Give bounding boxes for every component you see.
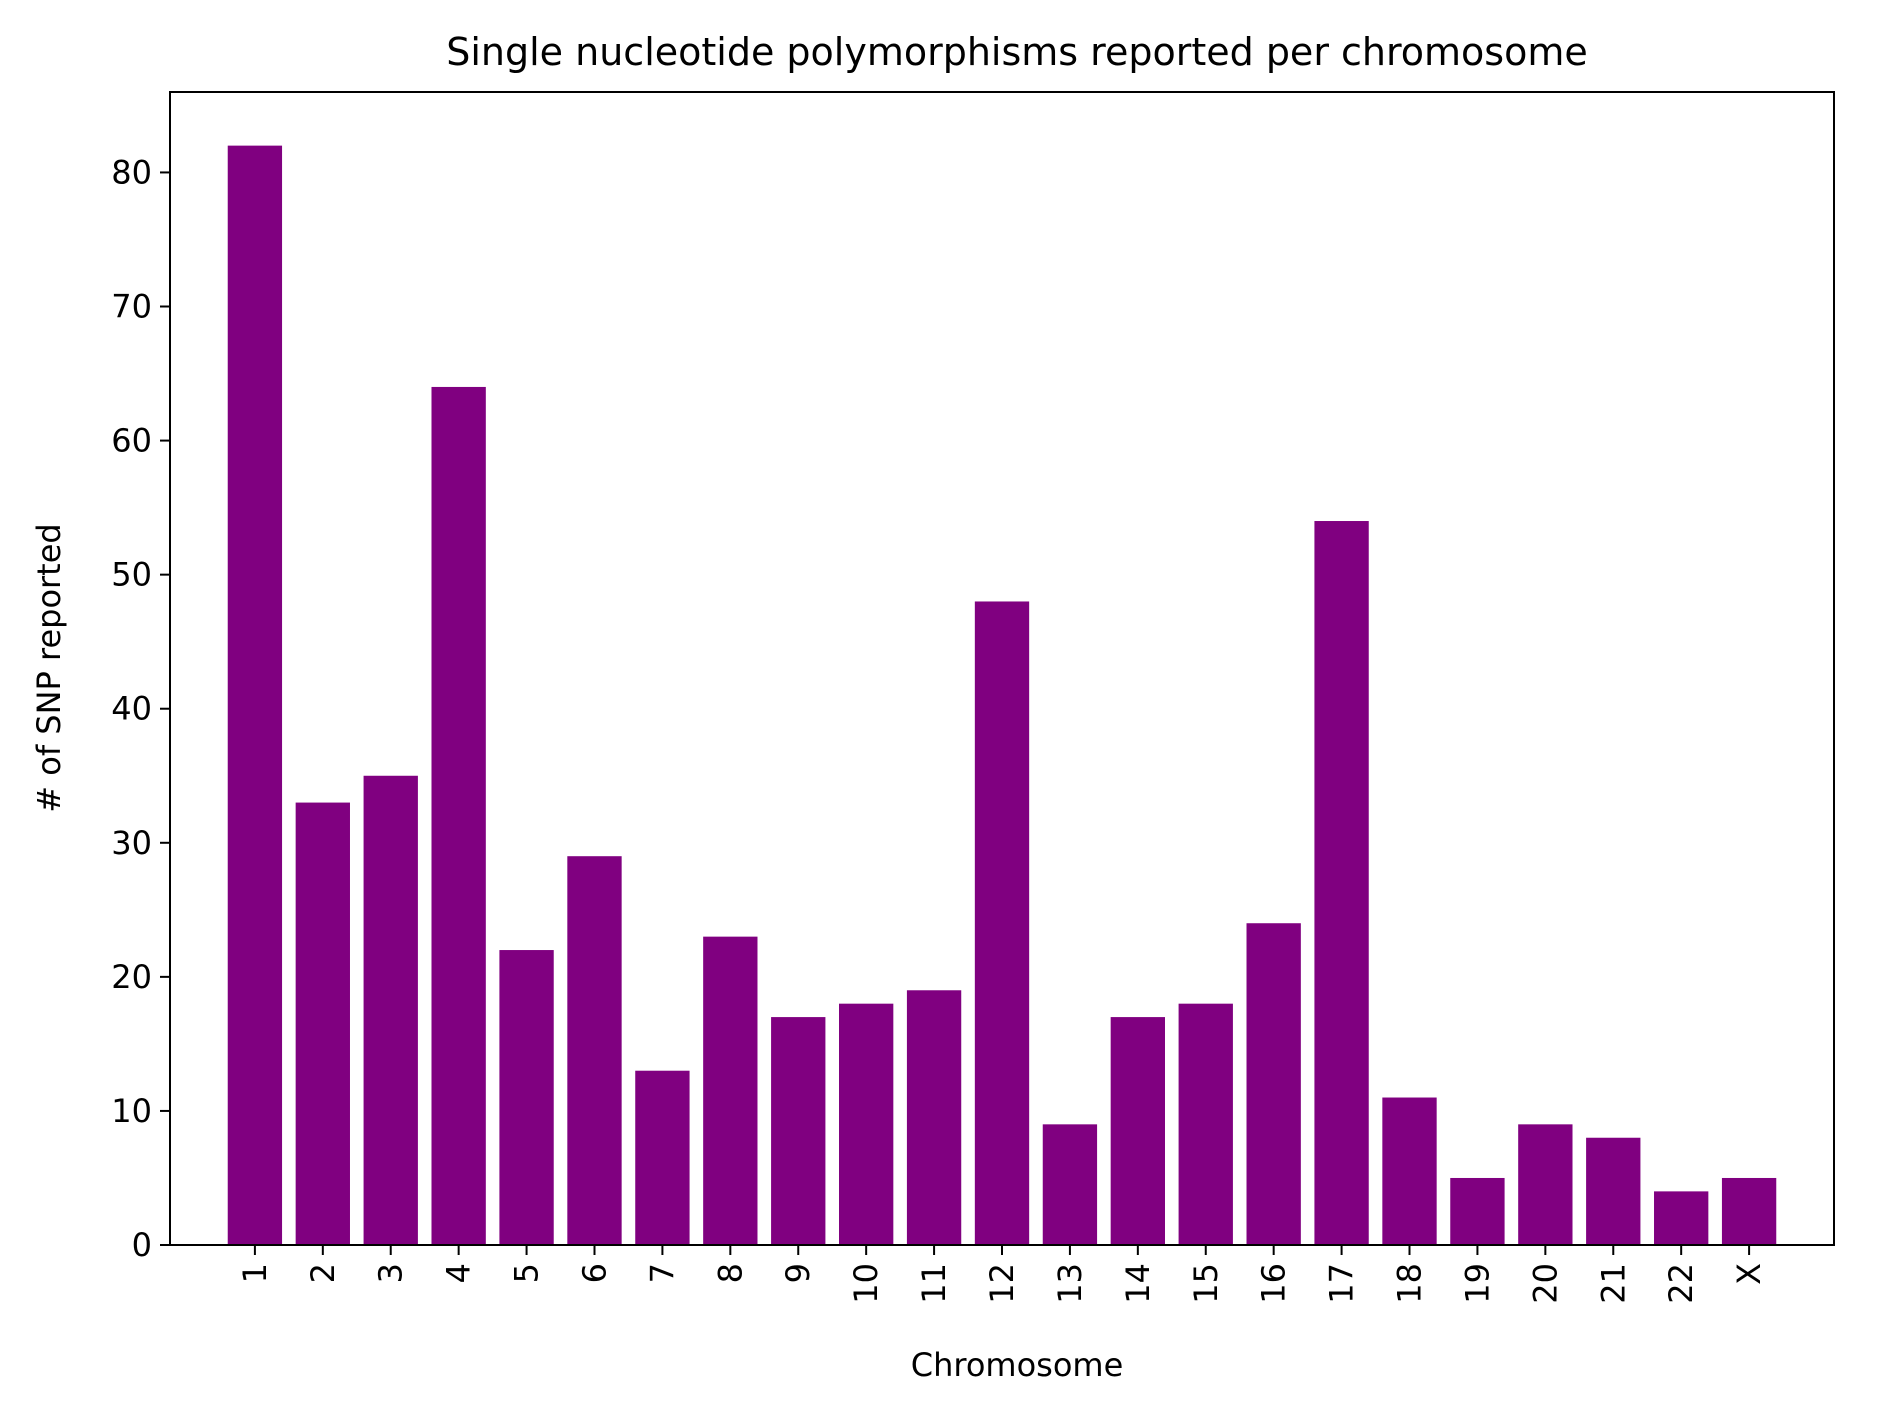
- bar-chr-1: [227, 145, 283, 1245]
- y-tick-label: 50: [111, 556, 152, 594]
- chart-title: Single nucleotide polymorphisms reported…: [446, 30, 1588, 74]
- bar-chr-6: [567, 856, 622, 1245]
- bar-chr-4: [431, 386, 486, 1245]
- x-tick-label: 1: [236, 1263, 274, 1283]
- y-tick-label: 30: [111, 824, 152, 862]
- y-tick-label: 40: [111, 690, 152, 728]
- y-axis: 0 10 20 30 40 50 60 70 80: [111, 153, 170, 1264]
- bar-chr-7: [635, 1070, 690, 1245]
- x-tick-label: 17: [1323, 1263, 1361, 1304]
- y-tick-label: 70: [111, 288, 152, 326]
- bar-chr-18: [1382, 1097, 1437, 1245]
- x-tick-label: 10: [847, 1263, 885, 1304]
- bar-chr-9: [771, 1017, 826, 1245]
- x-tick-label: 8: [711, 1263, 749, 1283]
- bar-chr-8: [703, 936, 758, 1245]
- bar-chr-10: [839, 1003, 894, 1245]
- bars-group: [227, 145, 1777, 1245]
- bar-chr-X: [1721, 1177, 1777, 1245]
- y-tick-label: 20: [111, 958, 152, 996]
- bar-chr-12: [974, 601, 1030, 1245]
- bar-chr-11: [906, 990, 962, 1245]
- x-tick-label: 4: [440, 1263, 478, 1283]
- y-tick-label: 80: [111, 153, 152, 191]
- x-tick-label: 2: [304, 1263, 342, 1283]
- x-axis: 1 2 3 4 5 6 7 8 9 10 11 12 13 14 15 16 17 18 19 20 21 22 X: [236, 1245, 1768, 1304]
- x-tick-label: 11: [915, 1263, 953, 1304]
- x-axis-label: Chromosome: [911, 1346, 1124, 1384]
- y-tick-label: 0: [132, 1226, 152, 1264]
- bar-chr-16: [1246, 923, 1301, 1245]
- bar-chr-5: [499, 950, 554, 1245]
- x-tick-label: 22: [1662, 1263, 1700, 1304]
- x-tick-label: 9: [779, 1263, 817, 1283]
- x-tick-label: 7: [643, 1263, 681, 1283]
- bar-chr-13: [1042, 1124, 1098, 1245]
- x-tick-label: 13: [1051, 1263, 1089, 1304]
- x-tick-label: 5: [508, 1263, 546, 1283]
- x-tick-label: 18: [1391, 1263, 1429, 1304]
- x-tick-label: 16: [1255, 1263, 1293, 1304]
- bar-chr-20: [1518, 1124, 1573, 1245]
- x-tick-label: 21: [1594, 1263, 1632, 1304]
- y-tick-label: 10: [111, 1092, 152, 1130]
- x-tick-label: 19: [1458, 1263, 1496, 1304]
- bar-chr-2: [295, 802, 350, 1245]
- x-tick-label: 14: [1119, 1263, 1157, 1304]
- x-tick-label: 6: [575, 1263, 613, 1283]
- x-tick-label: 12: [983, 1263, 1021, 1304]
- bar-chr-22: [1654, 1191, 1709, 1245]
- bar-chr-14: [1110, 1017, 1165, 1245]
- x-tick-label: X: [1730, 1263, 1768, 1285]
- x-tick-label: 15: [1187, 1263, 1225, 1304]
- bar-chr-15: [1178, 1003, 1233, 1245]
- x-tick-label: 3: [372, 1263, 410, 1283]
- bar-chr-19: [1450, 1177, 1505, 1245]
- bar-chr-3: [363, 775, 418, 1245]
- bar-chr-17: [1314, 521, 1369, 1245]
- plot-frame: [169, 91, 1835, 1246]
- y-axis-label: # of SNP reported: [30, 523, 68, 812]
- x-tick-label: 20: [1526, 1263, 1564, 1304]
- bar-chr-21: [1586, 1137, 1641, 1245]
- y-tick-label: 60: [111, 422, 152, 460]
